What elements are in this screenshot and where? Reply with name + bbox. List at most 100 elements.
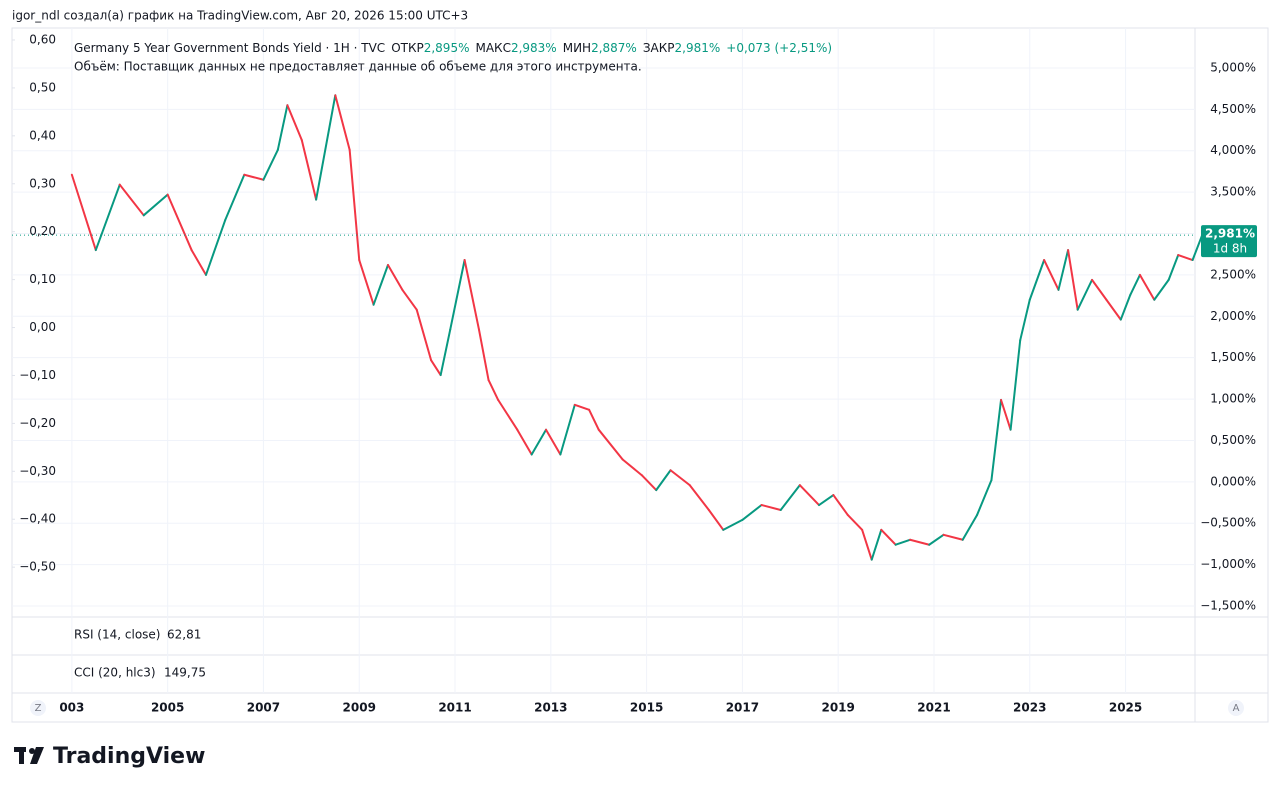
price-segment <box>166 193 193 252</box>
y2-tick-label: 0,50 <box>29 80 56 94</box>
close: 2,981% <box>675 41 721 55</box>
button[interactable] <box>30 700 46 716</box>
price-segment <box>401 288 418 311</box>
close-label: ЗАКР <box>643 41 675 55</box>
logo <box>14 747 44 764</box>
price-segment <box>1019 298 1031 342</box>
price-segment <box>688 484 710 511</box>
price-segment <box>909 538 931 546</box>
x-tick-label: 2021 <box>917 701 950 715</box>
series <box>70 94 1204 561</box>
price-segment <box>1167 254 1180 281</box>
price-segment <box>334 94 351 151</box>
price-segment <box>439 328 452 377</box>
price-segment <box>669 469 691 487</box>
low-label: МИН <box>563 41 591 55</box>
price-segment <box>976 479 993 516</box>
price-segment <box>545 428 562 456</box>
price-segment <box>846 513 864 531</box>
legend: Germany 5 Year Government Bonds Yield · … <box>74 41 832 55</box>
x-tick-label: 2025 <box>1109 701 1142 715</box>
y2-tick-label: 0,00 <box>29 320 56 334</box>
x-tick-label: 2009 <box>343 701 376 715</box>
y2-tick-label: −0,20 <box>19 416 56 430</box>
price-segment <box>204 219 227 276</box>
indicator-name: RSI (14, close) <box>74 628 160 642</box>
indicator-value: 149,75 <box>164 666 206 680</box>
low: 2,887% <box>591 41 637 55</box>
change: +0,073 (+2,51%) <box>726 41 832 55</box>
price-segment <box>463 259 480 331</box>
y-tick-label: 1,500% <box>1210 350 1256 364</box>
y2-tick-label: 0,10 <box>29 272 56 286</box>
price-segment <box>832 494 849 516</box>
price-segment <box>1091 278 1108 301</box>
price-segment <box>315 94 337 201</box>
y-tick-label: 2,500% <box>1210 267 1256 281</box>
price-segment <box>1105 298 1122 321</box>
last-price-box <box>1201 225 1257 258</box>
price-segment <box>707 508 725 531</box>
price-segment <box>588 408 600 431</box>
y-tick-label: −1,000% <box>1200 557 1256 571</box>
price-segment <box>779 484 801 511</box>
y2-tick-label: 0,60 <box>29 32 56 46</box>
price-segment <box>415 308 433 362</box>
last-price-label: 2,981% <box>1205 227 1255 241</box>
price-segment <box>487 379 500 401</box>
indicator-name: CCI (20, hlc3) <box>74 666 156 680</box>
high-label: МАКС <box>475 41 510 55</box>
y2-tick-label: −0,10 <box>19 368 56 382</box>
price-segment <box>870 528 883 561</box>
y-tick-label: 0,500% <box>1210 433 1256 447</box>
open-label: ОТКР <box>391 41 424 55</box>
price-segment <box>621 458 643 477</box>
volume-note: Объём: Поставщик данных не предоставляет… <box>74 60 642 74</box>
price-segment <box>286 104 303 141</box>
price-segment <box>722 518 744 531</box>
price-segment <box>1009 339 1022 431</box>
price-segment <box>276 104 289 151</box>
price-segment <box>1028 259 1046 301</box>
x-tick-label: 2011 <box>438 701 471 715</box>
price-segment <box>372 263 389 306</box>
brand: TradingView <box>53 744 205 769</box>
price-segment <box>573 403 591 411</box>
price-segment <box>928 533 945 546</box>
grid <box>12 28 1195 693</box>
button-label[interactable]: Z <box>35 703 42 714</box>
button[interactable] <box>1228 700 1244 716</box>
price-segment <box>559 403 576 456</box>
price-segment <box>477 328 490 382</box>
price-segment <box>1119 293 1132 321</box>
button-label[interactable]: A <box>1233 703 1240 714</box>
open: 2,895% <box>424 41 470 55</box>
price-segment <box>1067 249 1079 311</box>
x-tick-label: 2023 <box>1013 701 1046 715</box>
price-segment <box>1191 234 1204 262</box>
caption: igor_ndl создал(а) график на TradingView… <box>12 9 468 23</box>
price-segment <box>990 398 1003 482</box>
price-segment <box>358 259 375 306</box>
price-segment <box>497 398 519 431</box>
price-segment <box>190 249 207 276</box>
price-segment <box>640 474 658 492</box>
price-segment <box>430 359 442 377</box>
x-tick-label: 2017 <box>726 701 759 715</box>
y-tick-label: 0,000% <box>1210 474 1256 488</box>
y2-tick-label: −0,30 <box>19 464 56 478</box>
price-segment <box>530 428 548 456</box>
price-segment <box>70 173 97 252</box>
price-segment <box>348 148 361 262</box>
y-tick-label: −1,500% <box>1200 598 1256 612</box>
y-tick-label: 4,000% <box>1210 143 1256 157</box>
price-segment <box>243 173 265 181</box>
y2-tick-label: 0,30 <box>29 176 56 190</box>
high: 2,983% <box>511 41 557 55</box>
y2-tick-label: 0,40 <box>29 128 56 142</box>
price-segment <box>1076 278 1094 311</box>
symbol: Germany 5 Year Government Bonds Yield · … <box>74 41 385 55</box>
price-segment <box>1138 273 1156 301</box>
price-segment <box>386 263 404 291</box>
